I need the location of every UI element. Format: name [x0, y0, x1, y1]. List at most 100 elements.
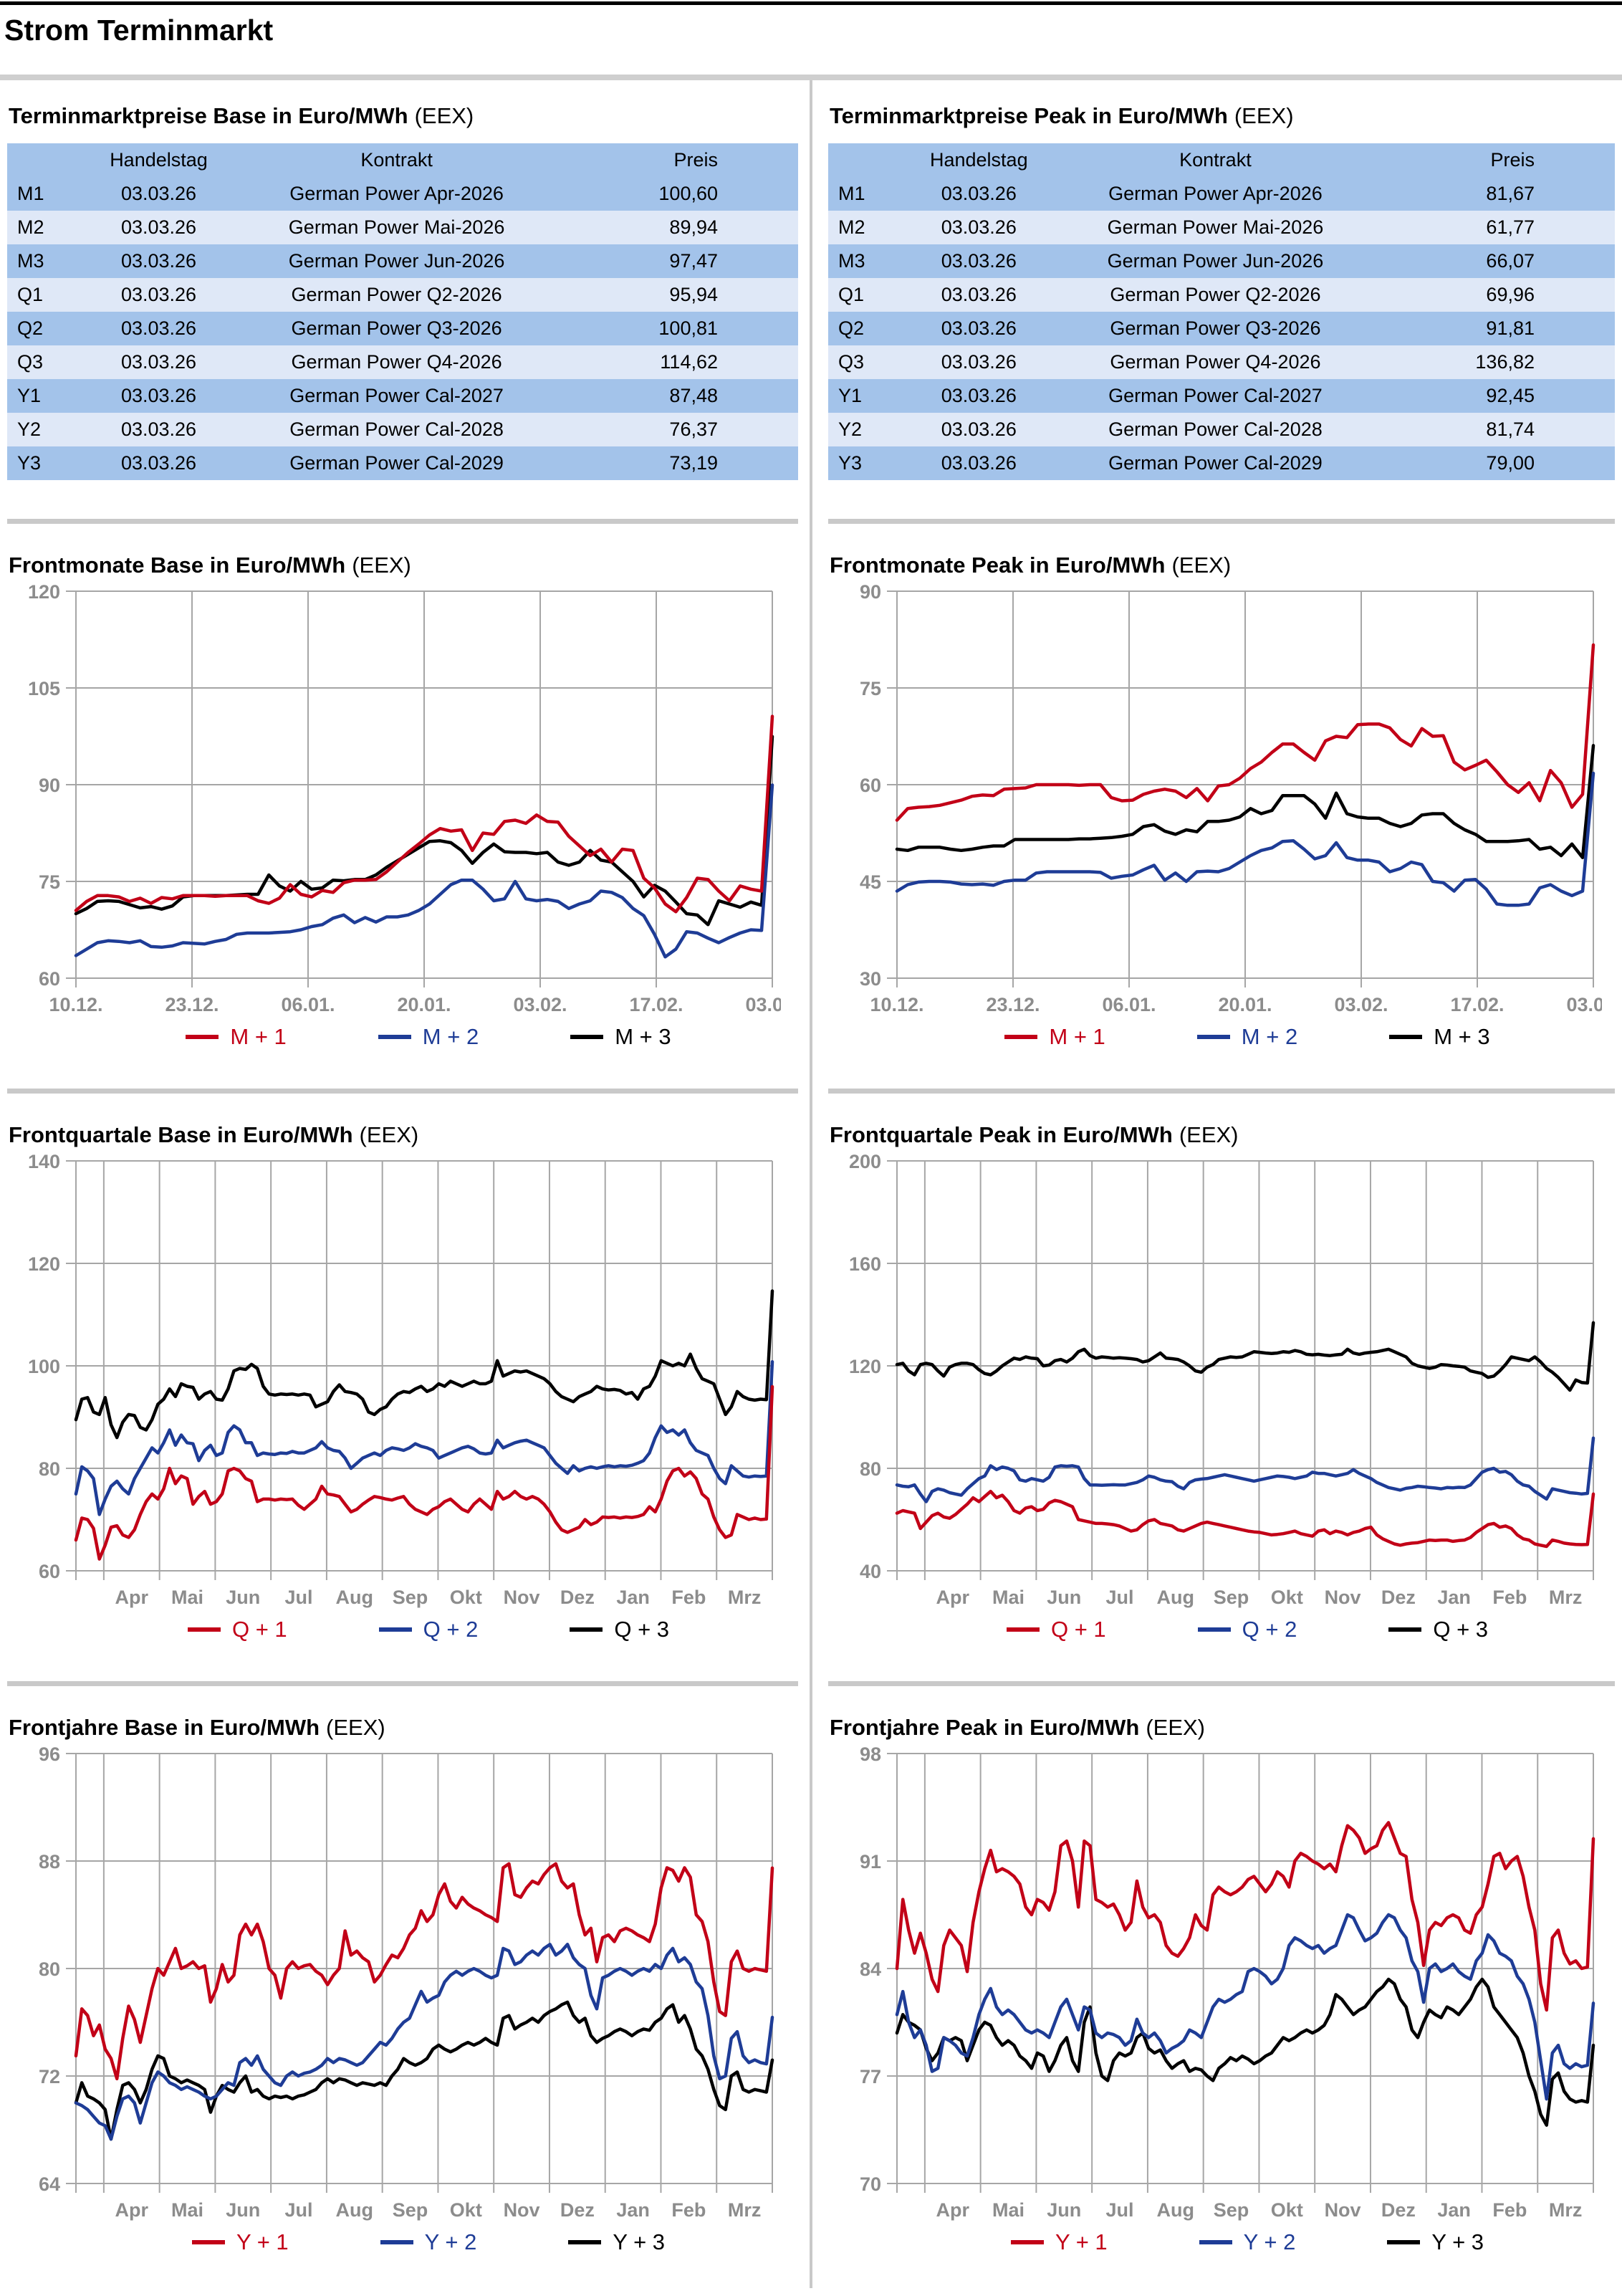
- legend-item-m-plus-1: M + 1: [186, 1024, 287, 1050]
- preis-value: 97,47: [669, 250, 718, 272]
- x-tick-label: Okt: [450, 1587, 482, 1608]
- x-tick-label: 23.12.: [986, 994, 1040, 1015]
- x-tick-label: 20.01.: [397, 994, 451, 1015]
- frontmonate-base-legend: M + 1 M + 2 M + 3: [7, 1024, 798, 1050]
- chart-section-frontquartale-peak: Frontquartale Peak in Euro/MWh (EEX) 40 80…: [828, 1122, 1615, 1642]
- legend-dash-q-plus-1: [187, 1627, 221, 1632]
- x-tick-label: Sep: [1214, 2199, 1249, 2221]
- x-tick-label: Jul: [285, 1587, 313, 1608]
- x-tick-label: 23.12.: [165, 994, 219, 1015]
- column-header-blank: [7, 143, 80, 177]
- x-tick-label: Feb: [671, 1587, 706, 1608]
- chart-title-suffix: (EEX): [352, 553, 411, 578]
- preis-value: 66,07: [1486, 250, 1535, 272]
- series-line-m-plus-2: [74, 783, 774, 959]
- y-tick-label: 88: [39, 1851, 60, 1872]
- chart-title-suffix: (EEX): [326, 1715, 385, 1740]
- legend-dash-q-plus-3: [570, 1627, 603, 1632]
- kontrakt-value: German Power Q2-2026: [291, 284, 502, 305]
- table-title-peak-suffix: (EEX): [1234, 103, 1294, 128]
- chart-section-frontmonate-base: Frontmonate Base in Euro/MWh (EEX) 60 75 90…: [7, 553, 798, 1050]
- table-row-q3: Q3 03.03.26 German Power Q4-2026 136,82: [828, 345, 1615, 379]
- y-tick-label: 70: [860, 2173, 881, 2195]
- chart-title-frontmonate-base: Frontmonate Base in Euro/MWh (EEX): [9, 553, 798, 578]
- legend-dash-m-plus-3: [1389, 1035, 1423, 1039]
- frontjahre-peak-chart: 70 77 84 91 98 Apr Mai Jun Jul Aug Sep Okt Nov Dez Jan…: [828, 1746, 1615, 2255]
- series-line-m-plus-2: [895, 771, 1595, 907]
- row-label: Y1: [17, 385, 42, 406]
- chart-title-frontmonate-peak: Frontmonate Peak in Euro/MWh (EEX): [830, 553, 1615, 578]
- x-tick-label: Okt: [450, 2199, 482, 2221]
- column-header-handelstag: Handelstag: [110, 149, 208, 171]
- row-label: M2: [838, 216, 865, 238]
- legend-label: M + 1: [1049, 1024, 1105, 1049]
- chart-title-main: Frontmonate Peak in Euro/MWh: [830, 553, 1166, 578]
- legend-item-q-plus-3: Q + 3: [1388, 1617, 1488, 1642]
- legend-label: M + 3: [1434, 1024, 1490, 1049]
- row-label: Y3: [838, 452, 863, 474]
- gridlines: [887, 1160, 1594, 1580]
- section-divider: [828, 1681, 1615, 1686]
- table-row-m3: M3 03.03.26 German Power Jun-2026 97,47: [7, 244, 798, 278]
- x-tick-label: Apr: [115, 2199, 149, 2221]
- two-column-layout: Terminmarktpreise Base in Euro/MWh (EEX) …: [0, 80, 1622, 2288]
- chart-title-main: Frontmonate Base in Euro/MWh: [9, 553, 346, 578]
- x-tick-label: Dez: [560, 1587, 595, 1608]
- row-label: M1: [838, 183, 865, 204]
- y-tick-label: 200: [849, 1154, 881, 1172]
- x-tick-label: Okt: [1271, 1587, 1303, 1608]
- table-title-base-main: Terminmarktpreise Base in Euro/MWh: [9, 103, 408, 128]
- series-line-y-plus-1: [74, 1862, 774, 2081]
- column-header-kontrakt: Kontrakt: [1179, 149, 1252, 171]
- series-line-q-plus-3: [74, 1289, 774, 1440]
- frontquartale-peak-svg: 40 80 120 160 200 Apr Mai Jun Jul Aug Sep Okt Nov Dez…: [849, 1154, 1595, 1608]
- table-header-row: Handelstag Kontrakt Preis: [828, 143, 1615, 177]
- table-section-base: Terminmarktpreise Base in Euro/MWh (EEX) …: [7, 103, 798, 480]
- handelstag-value: 03.03.26: [941, 183, 1017, 204]
- column-header-blank: [828, 143, 901, 177]
- legend-label: Y + 3: [613, 2229, 666, 2254]
- legend-label: Q + 2: [423, 1617, 479, 1642]
- row-label: Y2: [17, 418, 42, 440]
- series-line-q-plus-1: [895, 1489, 1595, 1549]
- x-tick-label: Dez: [1381, 2199, 1416, 2221]
- gridlines: [66, 590, 773, 987]
- legend-dash-y-plus-3: [1387, 2240, 1421, 2244]
- chart-title-suffix: (EEX): [1179, 1122, 1239, 1147]
- legend-label: M + 3: [615, 1024, 671, 1049]
- series-lines: [895, 1821, 1595, 2127]
- x-tick-label: 03.02.: [513, 994, 567, 1015]
- handelstag-value: 03.03.26: [941, 385, 1017, 406]
- x-tick-label: 03.02.: [1334, 994, 1388, 1015]
- handelstag-value: 03.03.26: [120, 351, 197, 373]
- preis-value: 69,96: [1486, 284, 1535, 305]
- legend-label: Y + 3: [1431, 2229, 1484, 2254]
- series-line-y-plus-2: [895, 1913, 1595, 2101]
- y-tick-label: 100: [28, 1356, 60, 1377]
- legend-dash-q-plus-2: [1197, 1627, 1231, 1632]
- frontmonate-peak-legend: M + 1 M + 2 M + 3: [828, 1024, 1615, 1050]
- legend-label: Y + 2: [1243, 2229, 1296, 2254]
- kontrakt-value: German Power Jun-2026: [1107, 250, 1324, 272]
- preis-value: 95,94: [669, 284, 718, 305]
- frontjahre-base-legend: Y + 1 Y + 2 Y + 3: [7, 2229, 798, 2255]
- chart-title-main: Frontjahre Peak in Euro/MWh: [830, 1715, 1140, 1740]
- handelstag-value: 03.03.26: [120, 385, 197, 406]
- legend-label: Q + 2: [1242, 1617, 1297, 1642]
- legend-item-q-plus-2: Q + 2: [1197, 1617, 1297, 1642]
- x-tick-label: 03.03.: [745, 994, 781, 1015]
- y-tick-label: 75: [39, 871, 60, 893]
- preis-value: 100,60: [658, 183, 718, 204]
- table-title-peak-main: Terminmarktpreise Peak in Euro/MWh: [830, 103, 1228, 128]
- column-header-handelstag: Handelstag: [929, 149, 1028, 171]
- table-row-q1: Q1 03.03.26 German Power Q2-2026 95,94: [7, 278, 798, 312]
- legend-item-m-plus-1: M + 1: [1004, 1024, 1105, 1050]
- handelstag-value: 03.03.26: [120, 418, 197, 440]
- preis-value: 61,77: [1486, 216, 1535, 238]
- x-tick-label: 17.02.: [629, 994, 683, 1015]
- legend-item-y-plus-2: Y + 2: [380, 2229, 476, 2255]
- x-tick-label: Dez: [560, 2199, 595, 2221]
- handelstag-value: 03.03.26: [120, 183, 197, 204]
- frontjahre-base-svg: 64 72 80 88 96 Apr Mai Jun Jul Aug Sep Okt Nov Dez Jan…: [39, 1746, 774, 2221]
- x-tick-label: Mai: [171, 2199, 203, 2221]
